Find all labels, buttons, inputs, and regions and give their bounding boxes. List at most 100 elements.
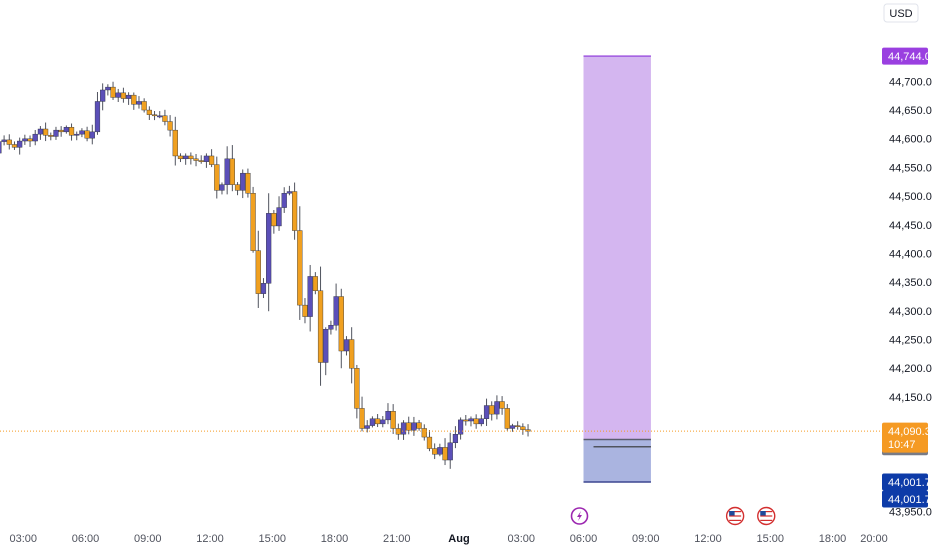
price-tick-label: 44,350.0 — [889, 277, 932, 289]
target-zone[interactable] — [583, 56, 651, 440]
price-badges: 44,744.044,075.744,063.144,001.744,001.7… — [882, 47, 931, 508]
candle — [22, 134, 28, 145]
price-tick-label: 44,450.0 — [889, 220, 932, 232]
candle — [509, 423, 516, 432]
candle — [380, 416, 386, 428]
last-price-badge — [882, 422, 928, 453]
time-tick-label: 03:00 — [507, 533, 535, 545]
candle — [328, 320, 334, 335]
candle — [198, 155, 204, 164]
candle — [234, 182, 241, 196]
time-tick-label: 18:00 — [321, 533, 349, 545]
candle — [11, 141, 18, 150]
stop-price-badge-2 — [882, 490, 928, 508]
candle — [385, 403, 391, 425]
price-tick-label: 44,250.0 — [889, 335, 932, 347]
candle — [32, 129, 38, 146]
price-tick-label: 44,600.0 — [889, 134, 932, 146]
candle — [188, 152, 194, 165]
last-price-text: 44,090.3 — [888, 426, 931, 438]
candle — [53, 126, 59, 140]
candle — [27, 135, 33, 147]
candle — [125, 92, 132, 105]
events-layer[interactable] — [570, 506, 776, 526]
candle — [312, 272, 318, 295]
candle — [172, 116, 178, 166]
price-tick-label: 44,700.0 — [889, 76, 932, 88]
candle — [183, 153, 189, 165]
position-tool-layer[interactable] — [583, 55, 651, 483]
candle — [115, 88, 121, 103]
us-flag-event-icon[interactable] — [725, 506, 745, 526]
currency-badge[interactable] — [883, 3, 919, 23]
candle — [276, 196, 282, 231]
candle — [6, 134, 12, 150]
candle — [286, 185, 293, 196]
candle — [43, 122, 49, 142]
candle — [489, 401, 495, 421]
candle — [63, 125, 69, 134]
price-tick-label: 44,150.0 — [889, 392, 932, 404]
candle — [297, 206, 303, 320]
candle — [333, 283, 339, 331]
candle — [426, 430, 433, 452]
candle — [292, 182, 298, 240]
candle — [141, 98, 147, 113]
time-tick-label: 03:00 — [9, 533, 37, 545]
candle — [375, 414, 381, 428]
candle — [338, 288, 344, 369]
us-flag-event-icon[interactable] — [757, 506, 776, 526]
stop-zone[interactable] — [583, 439, 651, 482]
candle — [421, 424, 427, 441]
candle — [307, 264, 313, 332]
currency-label: USD — [889, 8, 912, 20]
candle — [255, 230, 261, 308]
price-tick-label: 44,200.0 — [889, 363, 932, 375]
target-price-badge: 44,744.0 — [882, 47, 931, 65]
target-price-badge-text: 44,744.0 — [888, 51, 931, 63]
candle — [136, 96, 142, 109]
price-tick-label: 44,500.0 — [889, 191, 932, 203]
candle — [0, 141, 2, 154]
stop-price-badge-text: 44,001.7 — [888, 477, 931, 489]
time-tick-label: 15:00 — [756, 533, 784, 545]
lightning-event-icon[interactable] — [570, 507, 589, 525]
candle — [151, 111, 158, 121]
candle — [266, 193, 272, 312]
candle — [162, 109, 168, 126]
candle — [416, 419, 422, 431]
price-axis[interactable]: USD 43,950.0 44,150.0 44,200.0 44,250.0 44,3… — [883, 3, 932, 519]
candle — [68, 123, 75, 141]
time-tick-label: 18:00 — [819, 533, 847, 545]
time-tick-label: 21:00 — [383, 533, 411, 545]
candle — [271, 210, 277, 234]
candle — [483, 398, 490, 426]
candle — [411, 416, 417, 436]
candle — [224, 146, 230, 195]
candle — [214, 156, 220, 199]
stop-price-badge: 44,001.7 — [882, 473, 931, 491]
candle — [458, 417, 464, 440]
time-tick-label: 12:00 — [694, 533, 722, 545]
time-tick-label: 12:00 — [196, 533, 224, 545]
candle — [494, 395, 500, 420]
candle — [432, 443, 438, 460]
candle — [478, 414, 484, 427]
candle — [442, 438, 448, 466]
stop-price-badge-2-text: 44,001.7 — [888, 494, 931, 506]
candle — [390, 404, 396, 434]
candle — [84, 126, 90, 142]
candle — [447, 432, 453, 469]
candle — [203, 153, 210, 168]
candle — [1, 135, 7, 146]
time-tick-label: 06:00 — [72, 533, 100, 545]
candle — [359, 396, 365, 432]
candle — [79, 128, 85, 138]
time-axis[interactable]: 03:00 06:00 09:00 12:00 15:00 18:00 21:00 Aug 03… — [9, 533, 887, 545]
candle — [463, 414, 469, 426]
candle — [219, 182, 225, 195]
candle — [131, 92, 137, 110]
candle — [100, 83, 106, 111]
